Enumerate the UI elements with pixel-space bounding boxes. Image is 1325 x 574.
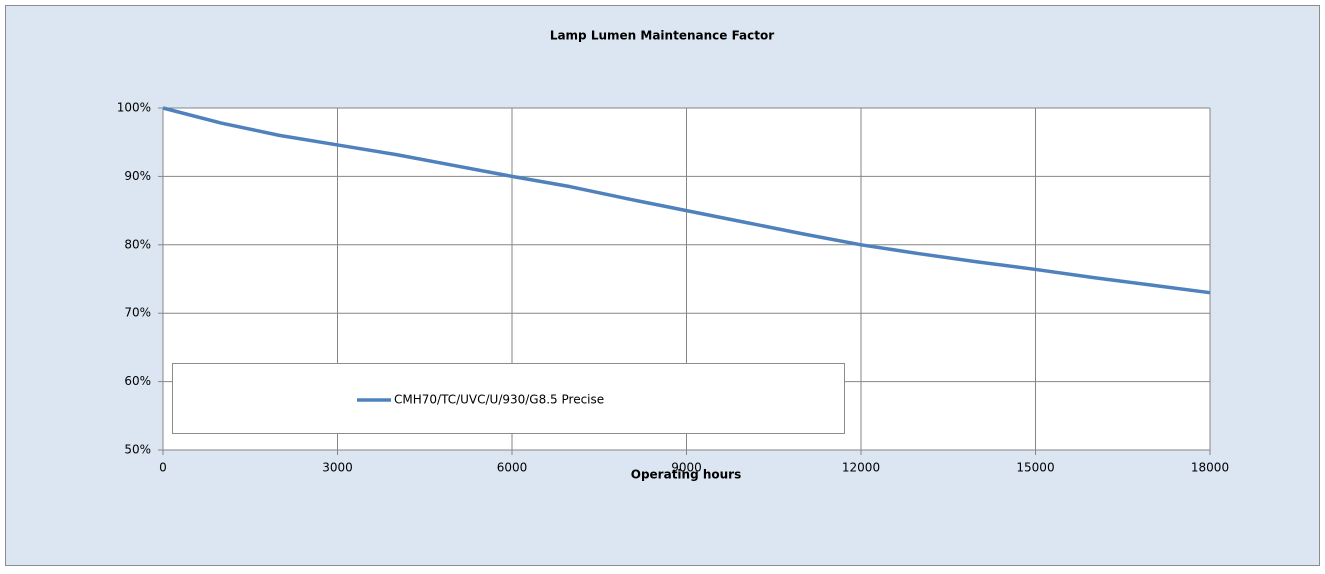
y-tick-label: 50% xyxy=(124,443,151,457)
x-axis-label: Operating hours xyxy=(631,468,742,482)
y-tick-label: 80% xyxy=(124,237,151,251)
legend xyxy=(172,363,845,434)
x-tick-label: 0 xyxy=(159,461,167,475)
x-tick-label: 12000 xyxy=(842,461,880,475)
chart-title: Lamp Lumen Maintenance Factor xyxy=(550,29,774,43)
x-tick-label: 9000 xyxy=(671,461,702,475)
y-tick-label: 60% xyxy=(124,374,151,388)
y-tick-label: 70% xyxy=(124,306,151,320)
y-tick-label: 90% xyxy=(124,169,151,183)
data-line xyxy=(162,106,1211,295)
legend-label: CMH70/TC/UVC/U/930/G8.5 Precise xyxy=(394,393,604,407)
x-tick-label: 15000 xyxy=(1016,461,1054,475)
y-tick-label: 100% xyxy=(117,101,151,115)
x-tick-label: 18000 xyxy=(1191,461,1229,475)
x-tick-label: 6000 xyxy=(497,461,528,475)
x-tick-label: 3000 xyxy=(322,461,353,475)
